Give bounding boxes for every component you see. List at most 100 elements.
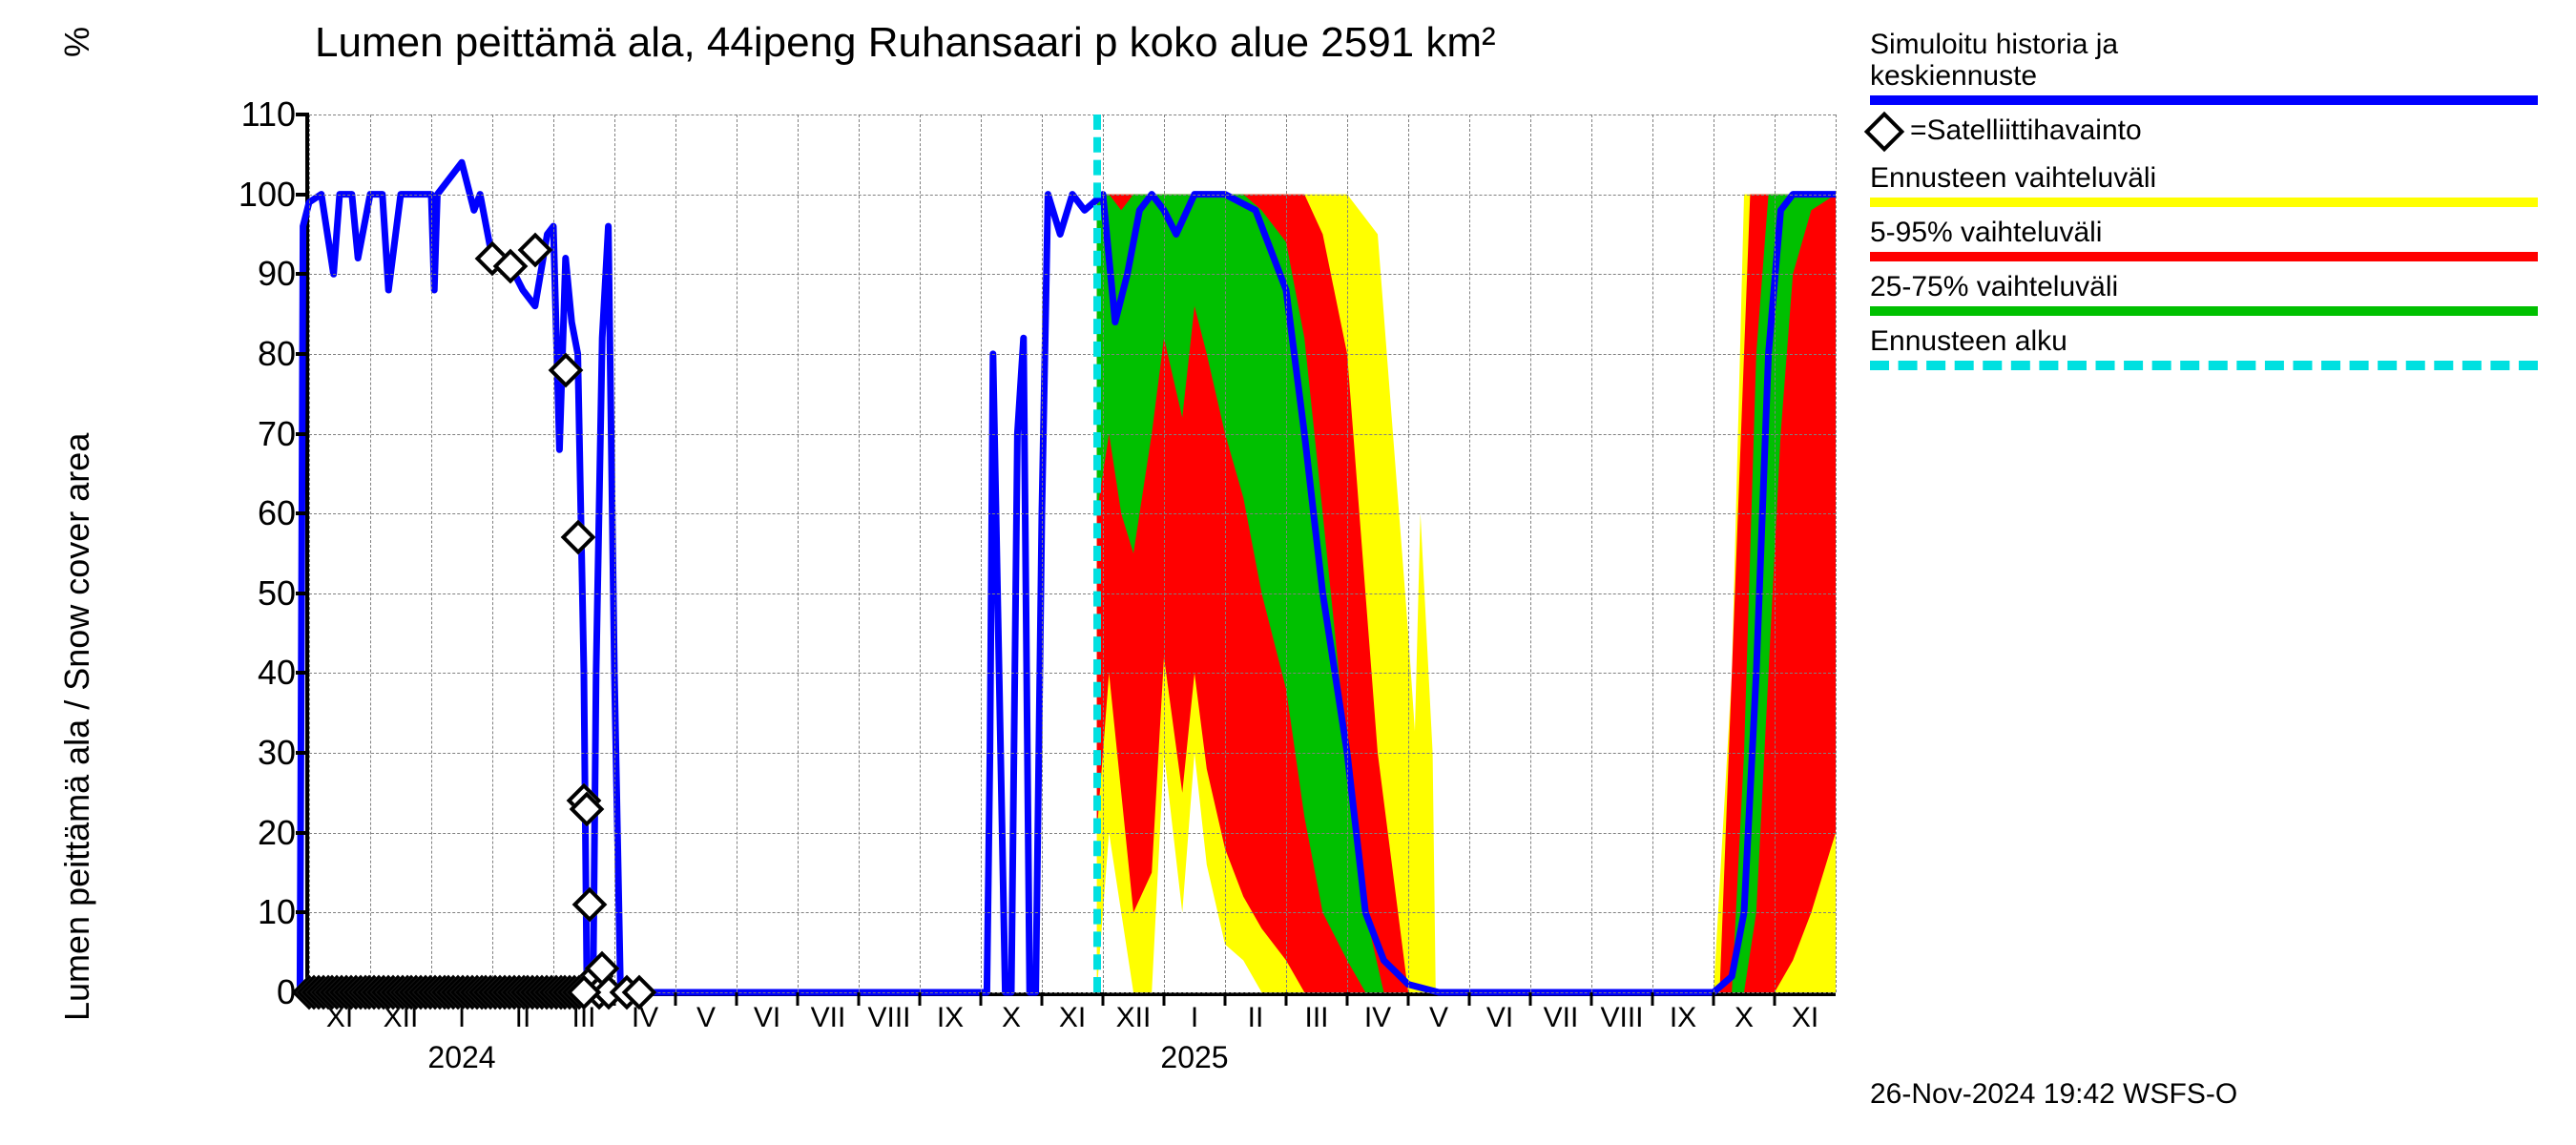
plot-area: XIXIIIIIIIIIVVVIVIIVIIIIXXXIXIIIIIIIIIVV… (305, 114, 1836, 996)
gridline-h (309, 114, 1836, 116)
xtick-label: I (1191, 1002, 1198, 1034)
gridline-h (309, 753, 1836, 755)
xtick-label: VI (754, 1002, 780, 1034)
xtick-label: VI (1486, 1002, 1513, 1034)
gridline-h (309, 434, 1836, 436)
gridline-v (1164, 114, 1166, 992)
y-axis-unit: % (57, 27, 97, 57)
gridline-v (309, 114, 311, 992)
chart-title: Lumen peittämä ala, 44ipeng Ruhansaari p… (315, 19, 1496, 67)
gridline-v (553, 114, 555, 992)
line-sim-history (297, 162, 1836, 992)
gridline-h (309, 354, 1836, 356)
ytick-mark (296, 511, 309, 515)
gridline-v (1286, 114, 1288, 992)
gridline-h (309, 195, 1836, 197)
xtick-label: VIII (1600, 1002, 1643, 1034)
gridline-h (309, 833, 1836, 835)
gridline-v (1469, 114, 1471, 992)
ytick-label: 50 (219, 573, 296, 614)
y-axis-label: Lumen peittämä ala / Snow cover area (57, 433, 97, 1021)
legend-label: Ennusteen alku (1870, 325, 2538, 357)
xtick-label: V (696, 1002, 716, 1034)
xtick-mark (797, 992, 800, 1006)
gridline-h (309, 912, 1836, 914)
xtick-mark (675, 992, 677, 1006)
xtick-mark (1468, 992, 1471, 1006)
xtick-mark (1652, 992, 1654, 1006)
ytick-mark (296, 113, 309, 116)
xtick-mark (1590, 992, 1593, 1006)
diamond-icon (1864, 112, 1904, 152)
gridline-v (798, 114, 800, 992)
xtick-mark (980, 992, 983, 1006)
ytick-mark (296, 592, 309, 595)
gridline-v (1652, 114, 1654, 992)
gridline-v (981, 114, 983, 992)
legend-entry: =Satelliittihavainto (1870, 114, 2538, 158)
ytick-label: 70 (219, 414, 296, 454)
xtick-label: IV (1364, 1002, 1391, 1034)
xtick-label: VII (1544, 1002, 1579, 1034)
gridline-v (1347, 114, 1349, 992)
ytick-label: 30 (219, 733, 296, 773)
xtick-label: XI (1059, 1002, 1086, 1034)
xtick-mark (1407, 992, 1410, 1006)
ytick-label: 90 (219, 254, 296, 294)
xtick-mark (919, 992, 922, 1006)
gridline-v (614, 114, 616, 992)
ytick-label: 10 (219, 892, 296, 932)
xtick-mark (736, 992, 738, 1006)
xtick-mark (1102, 992, 1105, 1006)
legend-label: Ennusteen vaihteluväli (1870, 162, 2538, 194)
xtick-mark (1529, 992, 1532, 1006)
ytick-label: 60 (219, 493, 296, 533)
ytick-mark (296, 193, 309, 197)
xtick-label: VIII (867, 1002, 910, 1034)
gridline-v (859, 114, 861, 992)
gridline-v (1714, 114, 1715, 992)
xtick-label: XI (1792, 1002, 1818, 1034)
gridline-v (1530, 114, 1532, 992)
legend-label: 5-95% vaihteluväli (1870, 217, 2538, 248)
xtick-mark (1041, 992, 1044, 1006)
xtick-mark (1285, 992, 1288, 1006)
x-year-label: 2025 (1160, 1040, 1228, 1075)
ytick-label: 80 (219, 334, 296, 374)
xtick-mark (1224, 992, 1227, 1006)
xtick-label: XII (1116, 1002, 1152, 1034)
gridline-v (1408, 114, 1410, 992)
legend-entry: Ennusteen alku (1870, 325, 2538, 370)
legend-label: 25-75% vaihteluväli (1870, 271, 2538, 302)
xtick-mark (1713, 992, 1715, 1006)
ytick-label: 100 (219, 175, 296, 215)
xtick-mark (858, 992, 861, 1006)
gridline-v (737, 114, 738, 992)
gridline-h (309, 673, 1836, 675)
xtick-label: II (1248, 1002, 1264, 1034)
ytick-mark (296, 671, 309, 675)
gridline-h (309, 593, 1836, 595)
xtick-mark (1163, 992, 1166, 1006)
chart-stage: % Lumen peittämä ala / Snow cover area L… (0, 0, 2576, 1145)
ytick-label: 20 (219, 813, 296, 853)
gridline-v (1225, 114, 1227, 992)
ytick-mark (296, 272, 309, 276)
xtick-label: V (1429, 1002, 1448, 1034)
legend-label: =Satelliittihavainto (1910, 114, 2142, 146)
gridline-v (1775, 114, 1776, 992)
ytick-mark (296, 910, 309, 914)
ytick-label: 110 (219, 94, 296, 135)
legend-swatch (1870, 252, 2538, 261)
ytick-label: 40 (219, 653, 296, 693)
gridline-h (309, 274, 1836, 276)
legend-entry: 5-95% vaihteluväli (1870, 217, 2538, 261)
gridline-v (431, 114, 433, 992)
xtick-label: IX (937, 1002, 964, 1034)
legend-swatch (1870, 306, 2538, 316)
ytick-mark (296, 432, 309, 436)
gridline-v (675, 114, 677, 992)
legend-swatch (1870, 95, 2538, 105)
ytick-mark (296, 352, 309, 356)
gridline-v (1103, 114, 1105, 992)
